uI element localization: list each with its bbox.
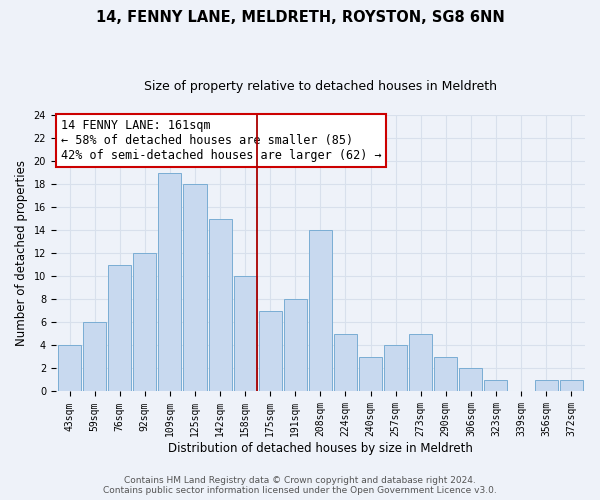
Bar bbox=[334, 334, 357, 392]
Bar bbox=[58, 346, 81, 392]
Y-axis label: Number of detached properties: Number of detached properties bbox=[15, 160, 28, 346]
Bar bbox=[83, 322, 106, 392]
Text: 14 FENNY LANE: 161sqm
← 58% of detached houses are smaller (85)
42% of semi-deta: 14 FENNY LANE: 161sqm ← 58% of detached … bbox=[61, 119, 382, 162]
Bar bbox=[309, 230, 332, 392]
Bar bbox=[484, 380, 508, 392]
Bar bbox=[108, 265, 131, 392]
X-axis label: Distribution of detached houses by size in Meldreth: Distribution of detached houses by size … bbox=[168, 442, 473, 455]
Bar bbox=[233, 276, 257, 392]
Text: 14, FENNY LANE, MELDRETH, ROYSTON, SG8 6NN: 14, FENNY LANE, MELDRETH, ROYSTON, SG8 6… bbox=[95, 10, 505, 25]
Bar bbox=[460, 368, 482, 392]
Bar bbox=[284, 300, 307, 392]
Bar bbox=[133, 253, 157, 392]
Text: Contains HM Land Registry data © Crown copyright and database right 2024.
Contai: Contains HM Land Registry data © Crown c… bbox=[103, 476, 497, 495]
Bar bbox=[259, 311, 282, 392]
Bar bbox=[158, 172, 181, 392]
Bar bbox=[359, 357, 382, 392]
Bar bbox=[434, 357, 457, 392]
Bar bbox=[535, 380, 557, 392]
Title: Size of property relative to detached houses in Meldreth: Size of property relative to detached ho… bbox=[144, 80, 497, 93]
Bar bbox=[560, 380, 583, 392]
Bar bbox=[384, 346, 407, 392]
Bar bbox=[184, 184, 206, 392]
Bar bbox=[209, 218, 232, 392]
Bar bbox=[409, 334, 432, 392]
